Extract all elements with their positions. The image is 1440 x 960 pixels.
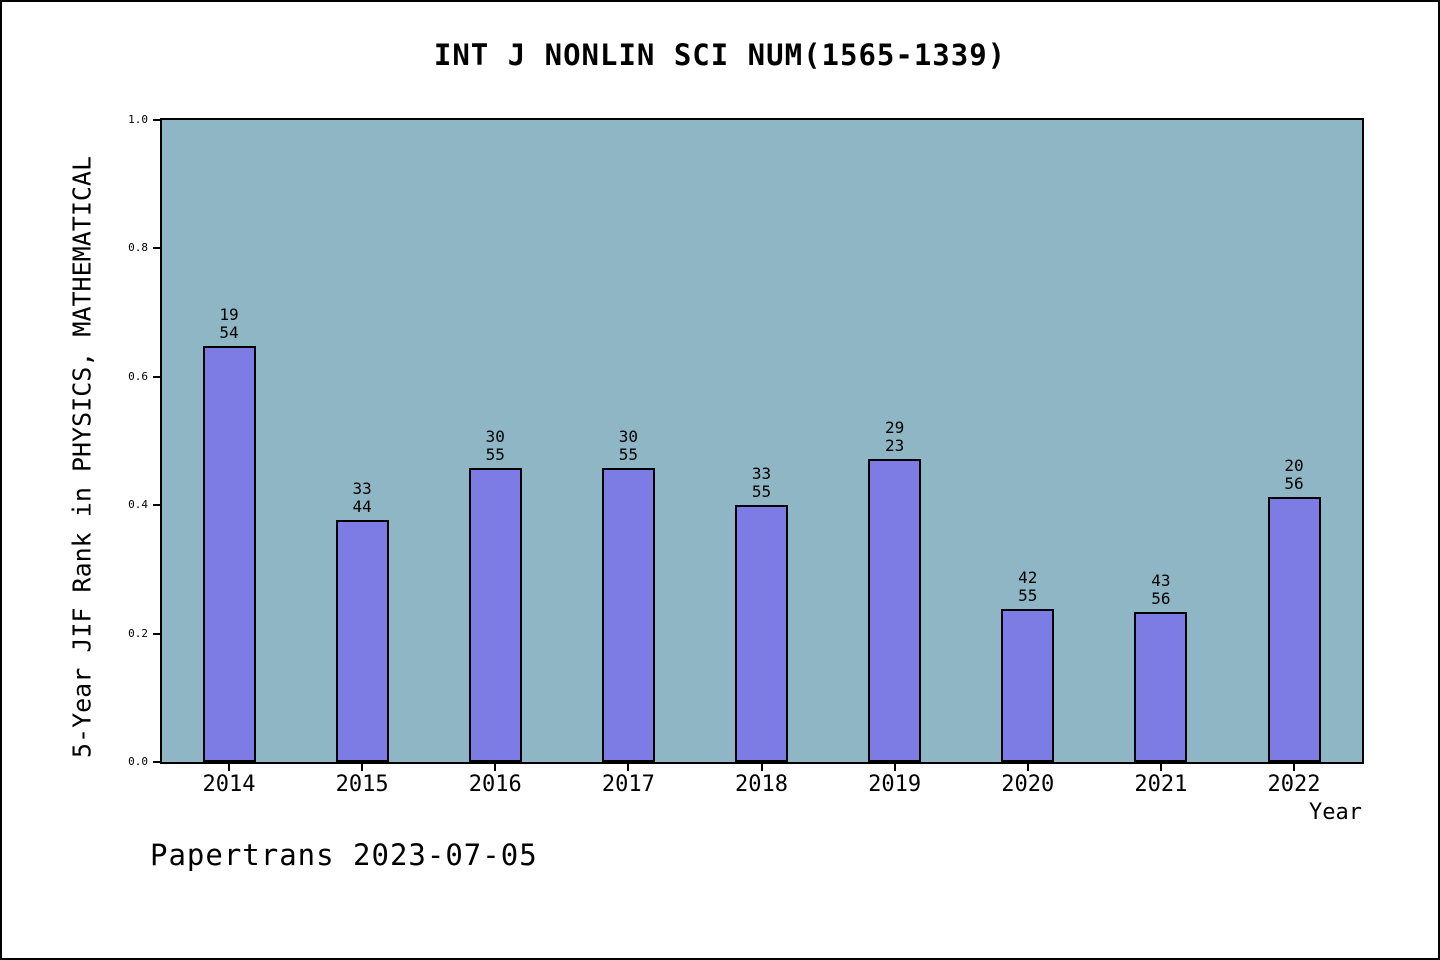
x-tick-label: 2022 bbox=[1267, 772, 1321, 797]
bar-value-label: 19 54 bbox=[219, 305, 239, 342]
x-tick-mark bbox=[1293, 764, 1295, 771]
bar bbox=[335, 520, 389, 762]
x-tick-label: 2020 bbox=[1001, 772, 1055, 797]
y-tick-mark bbox=[153, 119, 160, 121]
y-tick-label: 0.8 bbox=[128, 241, 148, 255]
y-tick-label: 1.0 bbox=[128, 113, 148, 126]
x-axis-label: Year bbox=[1309, 800, 1362, 825]
y-tick-label: 0.0 bbox=[128, 755, 148, 768]
bar bbox=[601, 468, 655, 762]
x-tick-label: 2015 bbox=[335, 772, 389, 797]
y-axis-label: 5-Year JIF Rank in PHYSICS, MATHEMATICAL bbox=[67, 155, 97, 759]
y-tick-label: 0.6 bbox=[128, 369, 148, 383]
bar bbox=[868, 459, 922, 762]
x-tick-label: 2019 bbox=[868, 772, 922, 797]
x-tick-label: 2016 bbox=[468, 772, 522, 797]
x-tick-label: 2014 bbox=[202, 772, 256, 797]
y-tick-label: 0.4 bbox=[128, 498, 148, 512]
chart-title: INT J NONLIN SCI NUM(1565-1339) bbox=[433, 38, 1007, 72]
bar bbox=[1267, 497, 1321, 762]
x-tick-label: 2017 bbox=[601, 772, 655, 797]
x-tick-mark bbox=[494, 764, 497, 771]
x-tick-mark bbox=[361, 764, 364, 771]
x-tick-label: 2021 bbox=[1134, 772, 1188, 797]
x-tick-mark bbox=[228, 764, 230, 771]
bar-value-label: 30 55 bbox=[485, 427, 505, 464]
x-tick-mark bbox=[1159, 764, 1162, 771]
bar-value-label: 33 55 bbox=[751, 464, 772, 501]
y-tick-mark bbox=[153, 632, 160, 635]
y-tick-mark bbox=[153, 504, 160, 507]
bar-value-label: 43 56 bbox=[1151, 571, 1171, 608]
y-tick-label: 0.2 bbox=[128, 626, 148, 640]
x-tick-label: 2018 bbox=[735, 772, 788, 797]
x-tick-mark bbox=[893, 764, 896, 771]
y-tick-mark bbox=[153, 761, 160, 763]
bar bbox=[1134, 612, 1188, 762]
bar-value-label: 30 55 bbox=[618, 427, 638, 464]
bar-value-label: 29 23 bbox=[884, 418, 905, 455]
watermark-text: Papertrans 2023-07-05 bbox=[150, 838, 538, 872]
x-tick-mark bbox=[1026, 764, 1029, 771]
bar bbox=[202, 346, 256, 762]
y-tick-mark bbox=[153, 375, 160, 378]
bar-value-label: 20 56 bbox=[1284, 456, 1304, 493]
bar bbox=[468, 468, 522, 762]
plot-area: 0.0 0.2 0.4 0.6 0.8 1.0 19 54 2014 33 44 2015 30 5… bbox=[128, 113, 1364, 797]
x-tick-mark bbox=[760, 764, 763, 771]
bar-value-label: 42 55 bbox=[1018, 568, 1038, 605]
bar bbox=[735, 505, 788, 762]
bar-value-label: 33 44 bbox=[352, 479, 372, 516]
bar bbox=[1001, 609, 1055, 762]
x-tick-mark bbox=[627, 764, 630, 771]
y-tick-mark bbox=[153, 247, 160, 250]
